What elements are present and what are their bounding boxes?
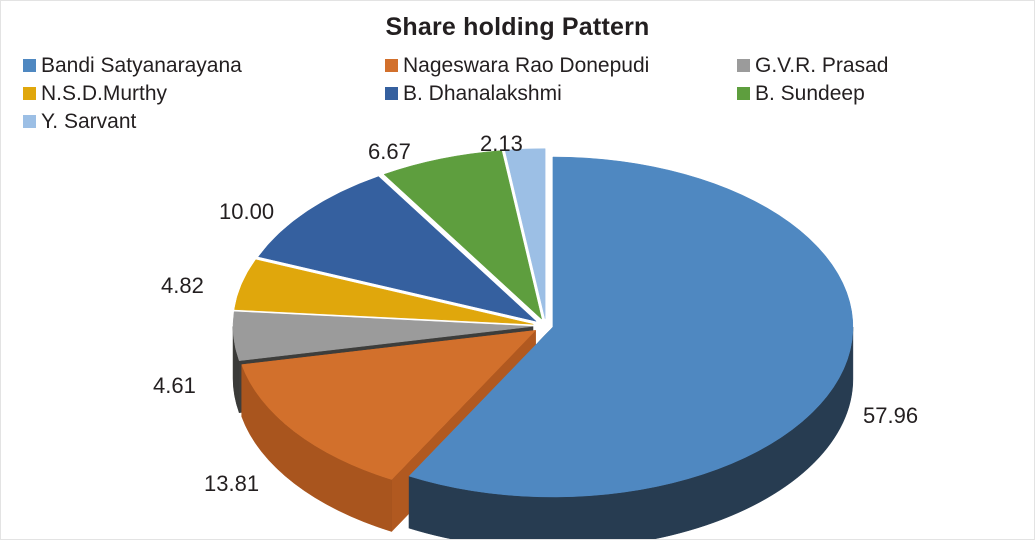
legend-item[interactable]: G.V.R. Prasad [737, 51, 1007, 79]
legend-item[interactable]: B. Dhanalakshmi [385, 79, 737, 107]
pie-slice-nageswara[interactable] [241, 330, 537, 480]
chart-legend: Bandi Satyanarayana Nageswara Rao Donepud… [23, 51, 1013, 135]
legend-item-label: Bandi Satyanarayana [41, 53, 242, 77]
pie-chart-svg [232, 148, 854, 539]
legend-color-swatch-icon [737, 58, 750, 72]
legend-item[interactable]: Y. Sarvant [23, 107, 385, 135]
pie-data-label-sundeep: 6.67 [368, 139, 411, 164]
pie-chart-area: 57.96 13.81 4.61 4.82 10.00 6.67 2.13 [1, 121, 1034, 539]
legend-item-label: N.S.D.Murthy [41, 81, 168, 105]
legend-color-swatch-icon [23, 58, 36, 72]
pie-data-label-nageswara: 13.81 [204, 471, 260, 496]
chart-title: Share holding Pattern [385, 13, 650, 41]
legend-item[interactable]: N.S.D.Murthy [23, 79, 385, 107]
pie-data-label-bandi: 57.96 [863, 403, 919, 428]
pie-slice-sarvant[interactable] [504, 148, 546, 319]
legend-item-label: G.V.R. Prasad [755, 53, 889, 77]
legend-color-swatch-icon [737, 86, 750, 100]
legend-item-label: Nageswara Rao Donepudi [403, 53, 650, 77]
pie-slice-prasad[interactable] [232, 311, 534, 361]
pie-data-label-prasad: 4.61 [153, 373, 196, 398]
pie-data-label-sarvant: 2.13 [480, 131, 523, 156]
legend-color-swatch-icon [23, 86, 36, 100]
legend-color-swatch-icon [385, 86, 398, 100]
pie-data-label-dhanalakshmi: 10.00 [219, 199, 275, 224]
legend-item-label: Y. Sarvant [41, 109, 137, 133]
legend-item[interactable]: Bandi Satyanarayana [23, 51, 385, 79]
legend-item[interactable]: B. Sundeep [737, 79, 1007, 107]
legend-color-swatch-icon [23, 114, 36, 128]
legend-item[interactable]: Nageswara Rao Donepudi [385, 51, 737, 79]
legend-item-label: B. Dhanalakshmi [403, 81, 562, 105]
pie-slice-sundeep[interactable] [383, 150, 543, 320]
pie-slice-murthy[interactable] [234, 259, 534, 325]
legend-color-swatch-icon [385, 58, 398, 72]
pie-slice-dhanalakshmi[interactable] [258, 176, 537, 322]
legend-item-label: B. Sundeep [755, 81, 865, 105]
pie-data-label-murthy: 4.82 [161, 273, 204, 298]
pie-slice-bandi[interactable] [408, 156, 854, 498]
